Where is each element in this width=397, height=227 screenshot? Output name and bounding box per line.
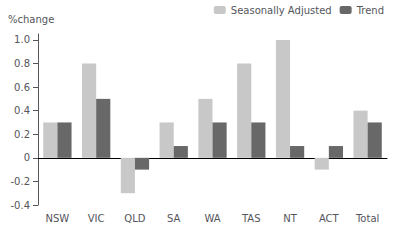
svg-text:SA: SA <box>167 213 181 224</box>
svg-text:QLD: QLD <box>124 213 145 224</box>
svg-text:%change: %change <box>8 14 54 25</box>
svg-text:-0.4: -0.4 <box>10 200 30 211</box>
svg-text:0: 0 <box>24 152 30 163</box>
svg-text:0.8: 0.8 <box>14 58 30 69</box>
svg-text:NSW: NSW <box>46 213 70 224</box>
svg-text:VIC: VIC <box>88 213 105 224</box>
svg-text:-0.2: -0.2 <box>10 176 30 187</box>
svg-text:WA: WA <box>204 213 220 224</box>
svg-text:0.4: 0.4 <box>14 105 30 116</box>
svg-text:Total: Total <box>355 213 379 224</box>
svg-text:TAS: TAS <box>241 213 261 224</box>
svg-text:ACT: ACT <box>319 213 340 224</box>
svg-text:Seasonally Adjusted: Seasonally Adjusted <box>231 5 332 16</box>
svg-text:NT: NT <box>283 213 297 224</box>
svg-text:0.2: 0.2 <box>14 129 30 140</box>
svg-text:1.0: 1.0 <box>14 34 30 45</box>
svg-text:0.6: 0.6 <box>14 82 30 93</box>
svg-text:Trend: Trend <box>356 5 384 16</box>
